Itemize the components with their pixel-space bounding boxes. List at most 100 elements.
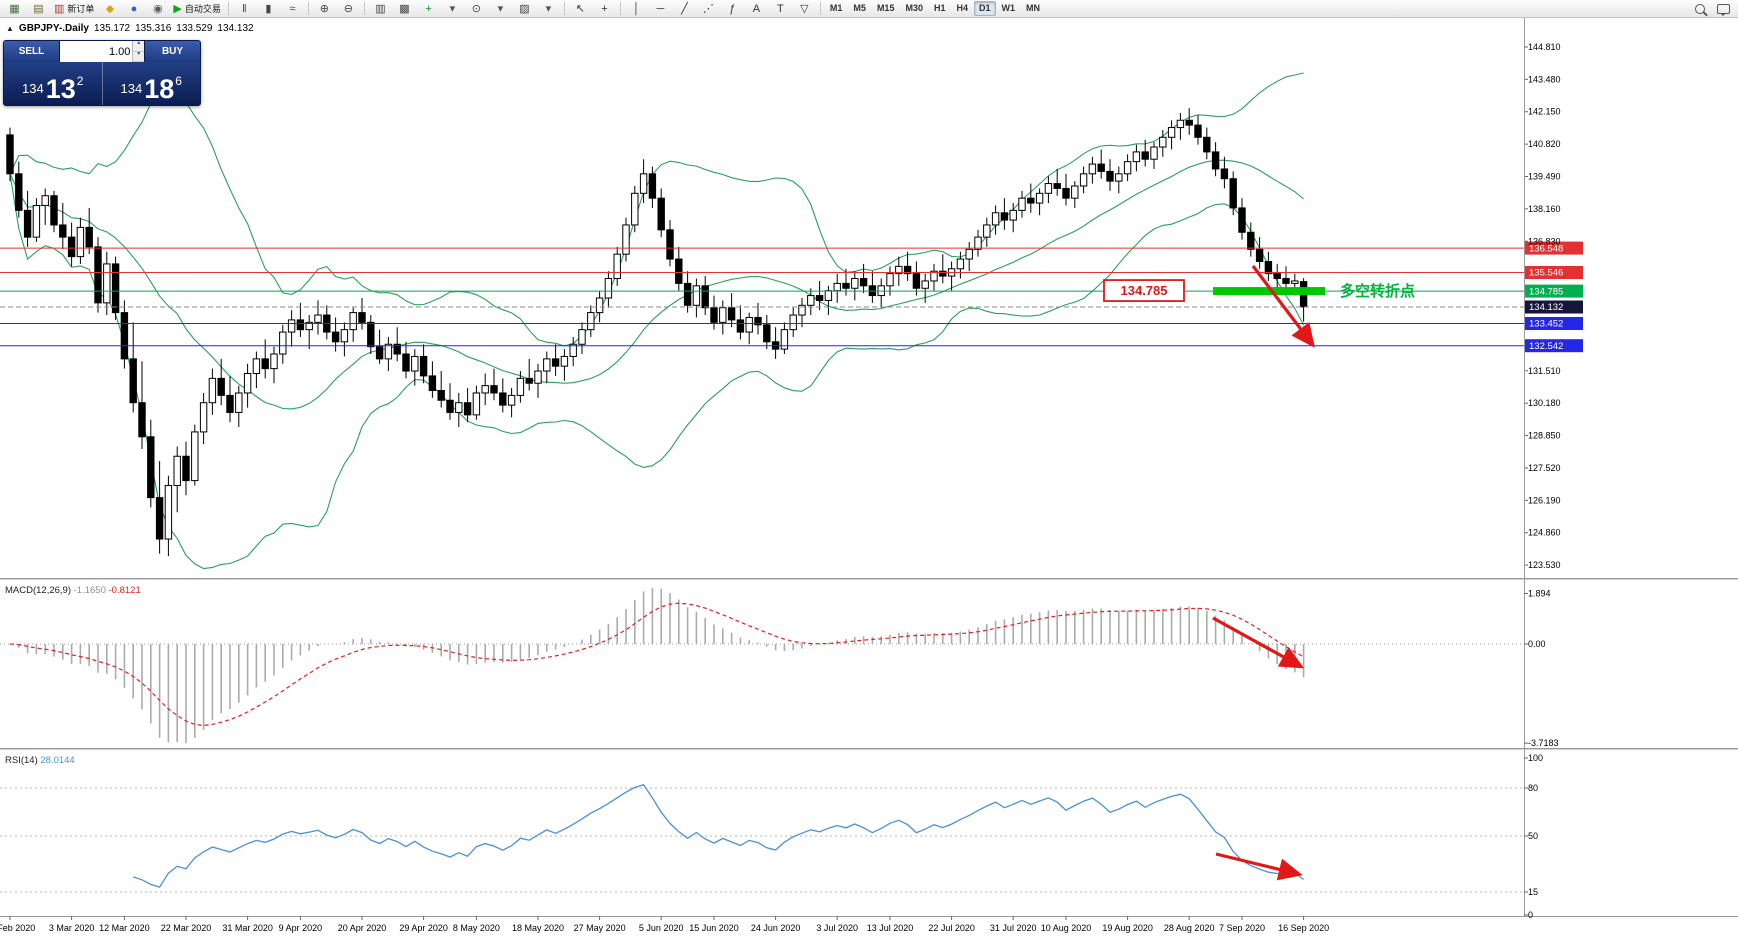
candlestick-chart-icon[interactable]: ▮: [257, 0, 280, 18]
symbol-title: GBPJPY-.Daily: [18, 23, 89, 34]
price-tag: 132.542: [1525, 339, 1583, 353]
date-axis-label: 7 Sep 2020: [1219, 923, 1265, 933]
crosshair-icon: +: [601, 2, 608, 15]
bar-chart-icon[interactable]: ‖: [233, 0, 256, 18]
channel-icon[interactable]: ⋰: [697, 0, 720, 18]
price-callout-text: 134.785: [1121, 283, 1168, 298]
one-click-toggle-icon[interactable]: ▲: [6, 24, 14, 33]
rsi-line: [132, 784, 1304, 888]
date-axis-label: 3 Jul 2020: [816, 923, 858, 933]
svg-text:1.894: 1.894: [1528, 588, 1551, 598]
date-axis-label: 18 May 2020: [512, 923, 564, 933]
arrows-icon: ▽: [800, 2, 809, 15]
timeframe-m5[interactable]: M5: [853, 3, 866, 13]
rsi-label: RSI(14) 28.0144: [5, 755, 75, 766]
toolbar-separator: [307, 2, 309, 15]
sell-button[interactable]: SELL: [4, 41, 60, 62]
date-axis-label: 13 Jul 2020: [867, 923, 914, 933]
arrows-icon[interactable]: ▽: [793, 0, 816, 18]
quote-low: 133.529: [176, 23, 213, 34]
bollinger-middle-band: [9, 159, 1304, 410]
quote-bar: ▲ GBPJPY-.Daily 135.172 135.316 133.529 …: [3, 23, 257, 35]
autotrading-button[interactable]: ▶ 自动交易: [170, 0, 223, 18]
svg-text:144.810: 144.810: [1528, 42, 1561, 52]
zoom-out-icon: ⊖: [343, 2, 354, 15]
text-icon[interactable]: A: [745, 0, 768, 18]
trend-arrow-main[interactable]: [1251, 265, 1315, 348]
svg-text:0.00: 0.00: [1528, 639, 1546, 649]
alerts-icon[interactable]: ◆: [98, 0, 121, 18]
timeframe-h4[interactable]: H4: [956, 3, 968, 13]
tile-windows-icon[interactable]: ▥: [369, 0, 392, 18]
toolbar-separator: [819, 2, 821, 15]
periods-icon[interactable]: ⊙: [465, 0, 488, 18]
fibonacci-icon[interactable]: ƒ: [721, 0, 744, 18]
timeframe-d1[interactable]: D1: [974, 1, 996, 16]
timeframe-mn[interactable]: MN: [1026, 3, 1041, 13]
date-axis-label: 3 Mar 2020: [49, 923, 95, 933]
sell-price[interactable]: 134 13 2: [4, 62, 102, 105]
mql5-community-icon[interactable]: ●: [122, 0, 145, 18]
svg-text:133.452: 133.452: [1529, 319, 1563, 330]
date-axis: 23 Feb 2020 3 Mar 2020 12 Mar 2020 22 Mar 2…: [0, 916, 1329, 933]
timeframe-m1[interactable]: M1: [829, 3, 843, 13]
toolbar-separator: [227, 2, 229, 15]
svg-text:135.546: 135.546: [1529, 268, 1563, 279]
trend-arrow-rsi[interactable]: [1215, 852, 1303, 881]
chart-window: 136.548 135.546 134.785 134.132 133.452 132.5…: [0, 18, 1738, 942]
new-chart-icon[interactable]: ▦: [3, 0, 26, 18]
chat-icon[interactable]: [1712, 0, 1735, 18]
market-icon[interactable]: ◉: [146, 0, 169, 18]
price-tag: 136.548: [1525, 241, 1583, 255]
toolbar: ▦ ▤ ▥ 新订单 ◆ ● ◉ ▶ 自动交易 ‖ ▮ ≈ ⊕ ⊖ ▥ ▩ + ▾ ⊙ ▾ ▨ ▾ ↖ + │ ─ ╱ ⋰ ƒ A T ▽ M1 M…: [0, 0, 1738, 18]
date-axis-label: 27 May 2020: [574, 923, 626, 933]
label-icon: T: [777, 2, 784, 15]
date-axis-label: 8 May 2020: [453, 923, 500, 933]
indicators-caret-icon[interactable]: ▾: [441, 0, 464, 18]
price-callout-box[interactable]: [1103, 279, 1185, 302]
sell-price-sup: 2: [76, 74, 84, 88]
autotrading-button-label: 自动交易: [184, 4, 221, 14]
volume-down-icon[interactable]: ▾: [133, 51, 144, 62]
templates-caret-icon[interactable]: ▾: [537, 0, 560, 18]
templates-icon[interactable]: ▨: [513, 0, 536, 18]
trend-arrow-macd[interactable]: [1212, 616, 1305, 669]
label-icon[interactable]: T: [769, 0, 792, 18]
chart-canvas[interactable]: 136.548 135.546 134.785 134.132 133.452 132.5…: [0, 18, 1738, 942]
timeframe-h1[interactable]: H1: [933, 3, 946, 13]
periods-caret-icon[interactable]: ▾: [489, 0, 512, 18]
line-chart-icon[interactable]: ≈: [281, 0, 304, 18]
date-axis-label: 20 Apr 2020: [338, 923, 387, 933]
horizontal-line-icon[interactable]: ─: [649, 0, 672, 18]
volume-input[interactable]: [60, 41, 133, 62]
mql5-community-icon: ●: [130, 2, 138, 15]
profiles-icon[interactable]: ▤: [27, 0, 50, 18]
new-order-button[interactable]: ▥ 新订单: [51, 0, 97, 18]
zoom-in-icon[interactable]: ⊕: [313, 0, 336, 18]
date-axis-label: 23 Feb 2020: [0, 923, 35, 933]
buy-button[interactable]: BUY: [144, 41, 200, 62]
channel-icon: ⋰: [702, 2, 714, 15]
quick-search-icon[interactable]: [1688, 0, 1711, 18]
annotation-note[interactable]: 多空转折点: [1340, 282, 1415, 300]
timeframe-m30[interactable]: M30: [905, 3, 923, 13]
crosshair-icon[interactable]: +: [593, 0, 616, 18]
trendline-icon[interactable]: ╱: [673, 0, 696, 18]
date-axis-label: 22 Jul 2020: [928, 923, 975, 933]
alerts-icon: ◆: [105, 2, 115, 15]
indicators-icon: +: [425, 2, 432, 15]
fibonacci-icon: ƒ: [729, 2, 736, 15]
vertical-line-icon[interactable]: │: [625, 0, 648, 18]
cascade-windows-icon[interactable]: ▩: [393, 0, 416, 18]
timeframe-w1[interactable]: W1: [1001, 3, 1016, 13]
level-highlight-bar[interactable]: [1213, 287, 1325, 296]
buy-price[interactable]: 134 18 6: [101, 62, 201, 105]
indicators-icon[interactable]: +: [417, 0, 440, 18]
volume-up-icon[interactable]: ▴: [133, 41, 144, 52]
zoom-out-icon[interactable]: ⊖: [337, 0, 360, 18]
price-tag: 133.452: [1525, 317, 1583, 330]
date-axis-label: 10 Aug 2020: [1041, 923, 1092, 933]
cursor-icon[interactable]: ↖: [569, 0, 592, 18]
timeframe-m15[interactable]: M15: [876, 3, 895, 13]
